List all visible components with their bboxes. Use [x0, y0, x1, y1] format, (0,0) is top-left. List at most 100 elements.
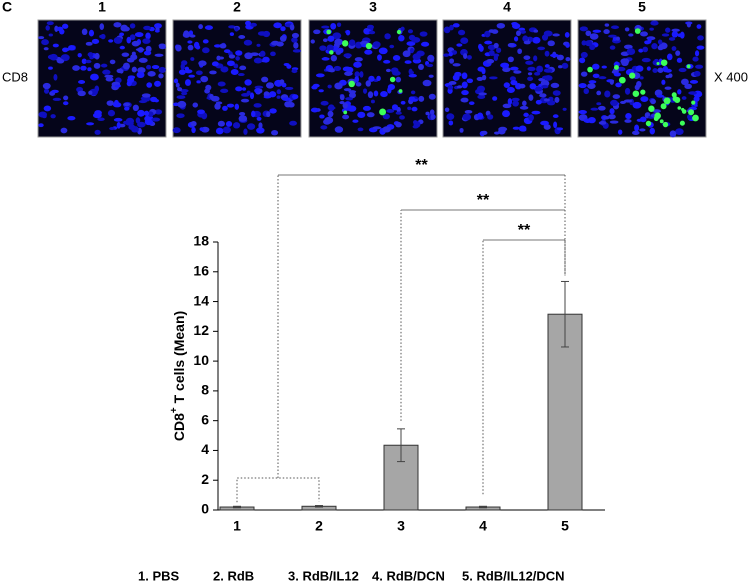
nucleus	[173, 78, 179, 84]
nucleus	[144, 110, 150, 116]
nucleus	[257, 31, 267, 36]
nucleus	[327, 110, 334, 118]
nucleus	[362, 105, 371, 111]
nucleus	[134, 32, 144, 38]
nucleus	[246, 90, 251, 96]
nucleus	[466, 55, 472, 60]
nucleus	[321, 25, 330, 29]
cd8-cell	[686, 64, 691, 69]
nucleus	[271, 40, 280, 46]
nucleus	[387, 83, 396, 91]
nucleus	[67, 116, 76, 121]
nucleus	[544, 50, 550, 57]
nucleus	[460, 97, 469, 103]
nucleus	[518, 83, 526, 89]
y-tick-label: 14	[193, 292, 209, 308]
cd8-cell	[654, 112, 661, 120]
nucleus	[370, 99, 375, 104]
nucleus	[345, 29, 351, 36]
nucleus	[293, 42, 299, 49]
nucleus	[113, 117, 123, 122]
nucleus	[151, 65, 160, 70]
cd8-cell	[632, 90, 640, 97]
nucleus	[276, 95, 281, 99]
nucleus	[456, 85, 463, 89]
nucleus	[513, 36, 519, 42]
nucleus	[239, 65, 247, 71]
nucleus	[158, 73, 164, 79]
nucleus	[612, 94, 621, 100]
nucleus	[198, 24, 204, 30]
nucleus	[138, 57, 148, 63]
nucleus	[550, 53, 559, 58]
nucleus	[661, 79, 666, 85]
nucleus	[143, 50, 152, 56]
nucleus	[348, 92, 356, 99]
cd8-cell	[389, 76, 396, 83]
nucleus	[38, 36, 45, 40]
nucleus	[666, 53, 673, 61]
nucleus	[463, 53, 468, 59]
nucleus	[120, 24, 128, 32]
nucleus	[488, 49, 495, 57]
nucleus	[330, 22, 337, 30]
nucleus	[390, 67, 399, 74]
cd8-cell	[688, 109, 695, 116]
y-tick-label: 4	[201, 441, 209, 457]
cd8-cell	[629, 72, 636, 79]
y-title-sup: +	[169, 407, 180, 413]
nucleus	[256, 43, 261, 47]
nucleus	[51, 89, 59, 94]
nucleus	[640, 31, 648, 37]
nucleus	[602, 115, 610, 120]
nucleus	[327, 106, 336, 110]
y-tick-label: 8	[201, 382, 209, 398]
nucleus	[234, 26, 239, 32]
nucleus	[322, 38, 328, 43]
nucleus	[48, 33, 54, 37]
nucleus	[588, 80, 597, 84]
nucleus	[158, 66, 166, 73]
nucleus	[609, 79, 614, 85]
nucleus	[226, 103, 235, 108]
nucleus	[689, 79, 699, 84]
nucleus	[452, 63, 461, 67]
significance: **	[415, 157, 428, 174]
nucleus	[610, 99, 618, 107]
nucleus	[220, 88, 229, 94]
nucleus	[669, 130, 677, 138]
nucleus	[197, 109, 205, 115]
nucleus	[510, 80, 518, 86]
nucleus	[88, 29, 95, 37]
nucleus	[476, 76, 484, 82]
cd8-cell	[396, 29, 402, 35]
nucleus	[376, 75, 381, 82]
nucleus	[190, 57, 195, 61]
nucleus	[254, 88, 260, 93]
nucleus	[536, 65, 544, 73]
nucleus	[119, 45, 125, 50]
nucleus	[146, 64, 152, 70]
nucleus	[154, 98, 160, 103]
nucleus	[550, 82, 560, 89]
nucleus	[446, 113, 455, 120]
nucleus	[511, 97, 520, 102]
nucleus	[583, 118, 592, 123]
nucleus	[114, 99, 119, 107]
nucleus	[543, 124, 551, 130]
nucleus	[178, 69, 186, 75]
nucleus	[533, 55, 538, 62]
nucleus	[578, 109, 587, 115]
nucleus	[334, 82, 343, 90]
nucleus	[693, 70, 701, 77]
nucleus	[137, 121, 146, 128]
nucleus	[539, 93, 547, 98]
nucleus	[319, 45, 327, 51]
nucleus	[261, 76, 269, 83]
nucleus	[598, 121, 607, 125]
nucleus	[609, 45, 616, 50]
cd8-cell	[674, 96, 681, 103]
y-tick-label: 12	[193, 322, 209, 338]
nucleus	[671, 28, 680, 32]
y-tick-label: 2	[201, 471, 209, 487]
